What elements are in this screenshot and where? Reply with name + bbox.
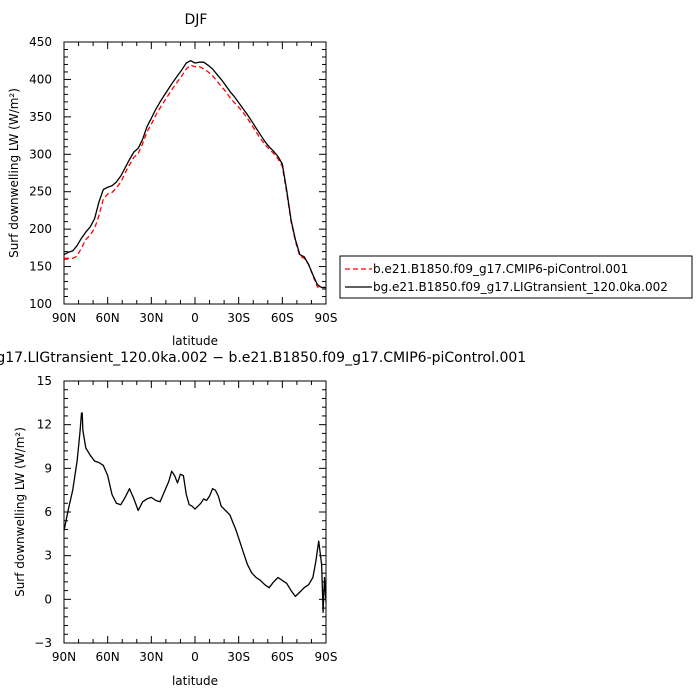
x-tick-label: 30S [227,650,250,664]
top-x-tick-labels: 90N 60N 30N 0 30S 60S 90S [52,311,338,325]
bottom-y-axis-label: Surf downwelling LW (W/m²) [13,427,27,597]
legend-label-ligtransient: bg.e21.B1850.f09_g17.LIGtransient_120.0k… [373,280,668,294]
y-tick-label: 200 [29,222,52,236]
x-tick-label: 60N [96,311,120,325]
x-tick-label: 90N [52,650,76,664]
y-tick-label: 6 [44,505,52,519]
y-tick-label: 250 [29,185,52,199]
x-tick-label: 30S [227,311,250,325]
top-ticks [63,41,327,305]
y-tick-label: 12 [37,418,52,432]
top-plot-frame [63,41,327,305]
y-tick-label: 450 [29,35,52,49]
top-y-tick-labels: 100 150 200 250 300 350 400 450 [29,35,52,311]
series-line-1-0 [63,412,327,614]
y-tick-label: 100 [29,297,52,311]
x-tick-label: 60S [271,650,294,664]
series-line-0-0 [64,64,326,289]
top-chart-title: DJF [185,12,208,28]
bottom-ticks [63,380,327,644]
y-tick-label: 300 [29,147,52,161]
y-tick-label: 9 [44,461,52,475]
y-tick-label: −3 [34,636,52,650]
x-tick-label: 90N [52,311,76,325]
x-tick-label: 60S [271,311,294,325]
top-series-lines [63,60,326,289]
y-tick-label: 150 [29,260,52,274]
bottom-series-lines [63,412,327,614]
x-tick-label: 0 [191,650,199,664]
bottom-plot-frame [63,380,327,644]
y-tick-label: 0 [44,592,52,606]
y-tick-label: 3 [44,549,52,563]
y-tick-label: 15 [37,374,52,388]
top-panel: DJF 90N 60N 30N 0 30S 60S 90S 100 150 200 250 300 3… [7,12,337,348]
bottom-panel: bg.e21.B1850.f09_g17.LIGtransient_120.0k… [0,350,526,688]
series-line-0-1 [63,60,326,289]
top-x-axis-label: latitude [172,334,218,348]
y-tick-label: 350 [29,110,52,124]
x-tick-label: 90S [315,650,338,664]
x-tick-label: 60N [96,650,120,664]
bottom-x-axis-label: latitude [172,674,218,688]
bottom-x-tick-labels: 90N 60N 30N 0 30S 60S 90S [52,650,338,664]
x-tick-label: 0 [191,311,199,325]
x-tick-label: 90S [315,311,338,325]
legend: b.e21.B1850.f09_g17.CMIP6-piControl.001 … [339,255,693,299]
top-y-axis-label: Surf downwelling LW (W/m²) [7,88,21,258]
legend-label-picontrol: b.e21.B1850.f09_g17.CMIP6-piControl.001 [373,262,628,276]
bottom-chart-title: bg.e21.B1850.f09_g17.LIGtransient_120.0k… [0,350,526,366]
bottom-y-tick-labels: −3 0 3 6 9 12 15 [34,374,52,650]
x-tick-label: 30N [139,311,163,325]
legend-box [339,255,693,299]
x-tick-label: 30N [139,650,163,664]
y-tick-label: 400 [29,72,52,86]
